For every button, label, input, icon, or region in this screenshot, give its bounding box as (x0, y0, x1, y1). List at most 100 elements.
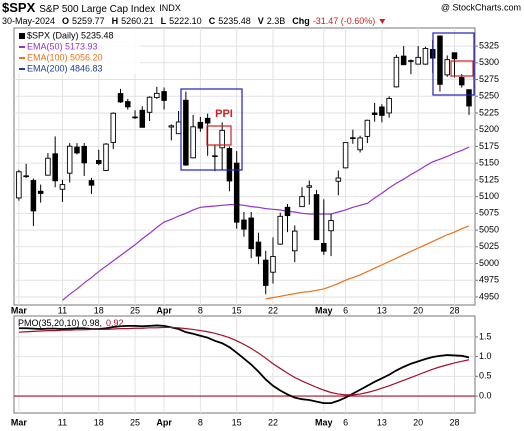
x-tick-label: 13 (377, 305, 387, 315)
highlight-box (180, 88, 243, 171)
candle-body (197, 121, 204, 129)
candle-body (233, 162, 240, 223)
candle-body (74, 146, 80, 154)
pmo-panel (13, 315, 476, 414)
x-tick-label: 8 (198, 305, 203, 315)
candle-body (466, 89, 472, 107)
candle-body (103, 143, 109, 171)
candle-body (95, 160, 102, 164)
candle-body (255, 241, 262, 257)
candle-body (125, 101, 131, 108)
candle-body (313, 194, 320, 241)
candle-body (458, 77, 465, 86)
candle-body (328, 220, 334, 232)
x-tick-label: Mar (11, 305, 28, 315)
candle-body (335, 177, 342, 182)
candle-body (88, 180, 95, 186)
y-tick-label: 5125 (479, 174, 499, 184)
x-tick-label: 6 (343, 305, 348, 315)
quote-label: O (62, 16, 69, 26)
x-tick-label: 20 (413, 417, 423, 427)
header-title: $SPX S&P 500 Large Cap Index INDX (2, 0, 181, 15)
candle-body (371, 112, 378, 115)
candle-body (30, 180, 37, 212)
quote-value: 5235.48 (218, 16, 251, 26)
candle-body (45, 157, 51, 176)
quote-label: V (258, 16, 264, 26)
watermark: @ StockCharts.com (441, 2, 521, 12)
y-tick-label: 5100 (479, 191, 499, 201)
x-tick-label: 15 (232, 305, 242, 315)
line (265, 225, 470, 300)
quote-label: L (161, 16, 167, 26)
candle-body (117, 93, 124, 103)
index-name: S&P 500 Large Cap Index (39, 4, 155, 15)
y-tick-label: 4975 (479, 275, 499, 285)
quote-value: -31.47 (-0.60%) (313, 16, 376, 26)
candle-body (66, 145, 73, 174)
x-tick-label: 18 (94, 417, 104, 427)
x-tick-label: 25 (130, 417, 140, 427)
legend-label: PMO(35,20,10) 0.98, (18, 318, 102, 328)
legend-label: 0.92 (106, 318, 124, 328)
annotation-text: PPI (215, 108, 233, 120)
candle-body (284, 206, 291, 217)
y-tick-label: 4950 (479, 291, 499, 301)
date: 30-May-2024 (2, 16, 55, 26)
legend-label: $SPX (Daily) 5235.48 (27, 30, 114, 40)
legend: $SPX (Daily) 5235.48 EMA(50) 5173.93EMA(… (16, 30, 140, 74)
x-tick-label: Apr (156, 305, 172, 315)
price-panel (13, 27, 476, 306)
y-tick-label: 0.5 (479, 371, 492, 381)
x-tick-label: 28 (449, 417, 459, 427)
candle-body (393, 56, 400, 88)
candle-body (415, 56, 421, 65)
candle-body (132, 116, 138, 119)
candle-body (219, 129, 225, 149)
x-tick-label: Apr (156, 417, 172, 427)
x-tick-label: 28 (449, 305, 459, 315)
candle-body (52, 153, 58, 182)
quote-value: 5222.10 (169, 16, 202, 26)
candle-body (139, 109, 146, 128)
candle-body (386, 98, 392, 114)
candle-body (37, 190, 44, 194)
y-tick-label: 5300 (479, 57, 499, 67)
candle-body (168, 125, 175, 128)
line (62, 146, 470, 301)
candle-body (277, 215, 283, 245)
y-tick-label: 5025 (479, 241, 499, 251)
candle-body (146, 96, 153, 113)
highlight-box (432, 32, 475, 96)
exchange: INDX (159, 3, 181, 13)
candle-body (262, 259, 269, 286)
x-tick-label: 22 (268, 305, 278, 315)
candle-body (379, 106, 385, 116)
candle-body (451, 52, 458, 60)
candle-body (81, 145, 87, 164)
x-tick-label: 15 (232, 417, 242, 427)
y-tick-label: 5200 (479, 124, 499, 134)
candle-body (408, 60, 414, 62)
x-tick-label: 18 (94, 305, 104, 315)
candle-body (241, 219, 247, 230)
quote-label: Chg (292, 16, 310, 26)
y-tick-label: 5050 (479, 224, 499, 234)
y-tick-label: 5150 (479, 158, 499, 168)
candle-body (248, 217, 254, 250)
y-tick-label: 5275 (479, 74, 499, 84)
x-tick-label: 8 (198, 417, 203, 427)
candle-body (364, 119, 371, 137)
annotations: PPI (180, 32, 475, 171)
candle-body (270, 255, 276, 273)
y-tick-label: 0.0 (479, 390, 492, 400)
legend-label: EMA(200) 4846.83 (27, 63, 103, 73)
y-tick-label: 1.0 (479, 351, 492, 361)
down-arrow (379, 19, 386, 24)
candle-body (342, 142, 349, 169)
x-tick-label: 20 (413, 305, 423, 315)
x-tick-label: 11 (58, 417, 67, 427)
legend: PMO(35,20,10) 0.98, 0.92 (18, 318, 124, 328)
y-tick-label: 5075 (479, 208, 499, 218)
candle-body (400, 55, 407, 66)
